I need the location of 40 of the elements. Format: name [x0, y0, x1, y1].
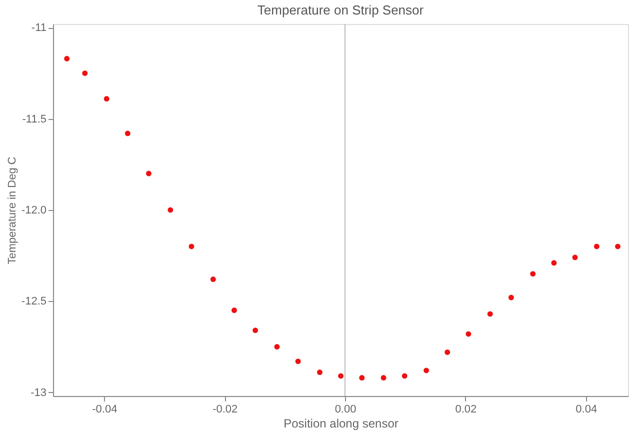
point	[146, 170, 152, 176]
x-axis-title: Position along sensor	[284, 416, 398, 430]
point	[82, 70, 88, 76]
point	[466, 331, 472, 337]
y-tick-label: -12.5	[21, 296, 46, 308]
point	[104, 96, 110, 102]
x-tick-label: 0.04	[576, 404, 598, 416]
point	[338, 373, 344, 379]
point	[316, 370, 322, 376]
point	[64, 56, 70, 62]
point	[508, 294, 514, 300]
y-tick-label: -12.0	[21, 204, 46, 216]
y-axis-title: Temperature in Deg C	[6, 156, 18, 264]
point	[295, 358, 301, 364]
y-tick-label: -11	[31, 22, 46, 34]
point	[551, 260, 557, 266]
point	[487, 311, 493, 317]
point	[530, 271, 536, 277]
point	[188, 244, 194, 250]
point	[572, 254, 578, 260]
x-tick-label: 0.02	[455, 404, 477, 416]
point	[594, 244, 600, 250]
point	[274, 344, 280, 350]
point	[380, 375, 386, 380]
point	[210, 276, 216, 282]
point	[252, 328, 258, 334]
point	[231, 308, 237, 314]
point	[444, 350, 450, 355]
x-tick-label: 0.00	[334, 404, 356, 416]
point	[124, 130, 130, 136]
point	[168, 207, 174, 213]
y-tick-label: -13	[30, 386, 46, 399]
y-tick-label: -11.5	[22, 113, 46, 126]
point	[615, 244, 621, 250]
chart-title: Temperature on Strip Sensor	[257, 2, 424, 18]
point	[424, 368, 430, 374]
point	[402, 373, 408, 379]
x-tick-label: -0.04	[92, 404, 118, 416]
x-tick-label: -0.02	[212, 404, 238, 416]
point	[359, 375, 365, 380]
